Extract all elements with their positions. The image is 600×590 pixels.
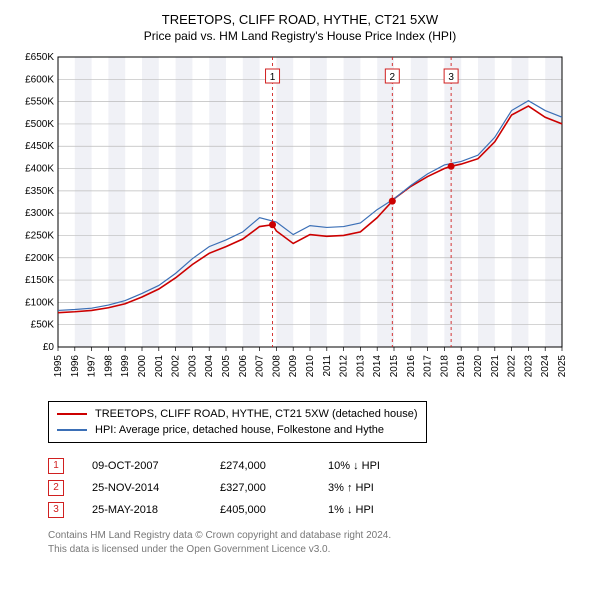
event-price: £327,000 — [220, 477, 300, 499]
svg-text:1997: 1997 — [87, 355, 98, 378]
legend-item-property: TREETOPS, CLIFF ROAD, HYTHE, CT21 5XW (d… — [57, 406, 418, 422]
svg-text:2020: 2020 — [473, 355, 484, 378]
event-row: 1 09-OCT-2007 £274,000 10% ↓ HPI — [48, 455, 588, 477]
svg-text:2025: 2025 — [557, 355, 568, 378]
svg-text:2013: 2013 — [355, 355, 366, 378]
svg-text:£300K: £300K — [25, 208, 54, 219]
event-marker: 1 — [48, 458, 64, 474]
svg-text:1998: 1998 — [103, 355, 114, 378]
event-price: £274,000 — [220, 455, 300, 477]
svg-text:2009: 2009 — [288, 355, 299, 378]
svg-text:2008: 2008 — [271, 355, 282, 378]
legend-label: TREETOPS, CLIFF ROAD, HYTHE, CT21 5XW (d… — [95, 406, 418, 422]
event-date: 09-OCT-2007 — [92, 455, 192, 477]
svg-text:2010: 2010 — [305, 355, 316, 378]
svg-text:3: 3 — [448, 72, 454, 83]
footer-line1: Contains HM Land Registry data © Crown c… — [48, 529, 588, 543]
chart-title: TREETOPS, CLIFF ROAD, HYTHE, CT21 5XW — [12, 12, 588, 27]
legend-item-hpi: HPI: Average price, detached house, Folk… — [57, 422, 418, 438]
legend-swatch — [57, 413, 87, 415]
svg-text:1996: 1996 — [70, 355, 81, 378]
svg-text:£550K: £550K — [25, 97, 54, 108]
svg-text:2003: 2003 — [187, 355, 198, 378]
svg-text:2016: 2016 — [406, 355, 417, 378]
event-delta: 1% ↓ HPI — [328, 499, 374, 521]
svg-text:2002: 2002 — [171, 355, 182, 378]
svg-text:£500K: £500K — [25, 119, 54, 130]
svg-text:1: 1 — [270, 72, 276, 83]
svg-text:£600K: £600K — [25, 74, 54, 85]
svg-text:2000: 2000 — [137, 355, 148, 378]
event-row: 2 25-NOV-2014 £327,000 3% ↑ HPI — [48, 477, 588, 499]
events-table: 1 09-OCT-2007 £274,000 10% ↓ HPI 2 25-NOV-201… — [48, 455, 588, 521]
svg-text:2014: 2014 — [372, 355, 383, 378]
svg-text:2: 2 — [390, 72, 396, 83]
svg-text:£400K: £400K — [25, 164, 54, 175]
svg-text:£150K: £150K — [25, 275, 54, 286]
event-price: £405,000 — [220, 499, 300, 521]
svg-text:£50K: £50K — [31, 320, 55, 331]
svg-text:2001: 2001 — [154, 355, 165, 378]
svg-text:2022: 2022 — [507, 355, 518, 378]
svg-text:2018: 2018 — [439, 355, 450, 378]
svg-text:£350K: £350K — [25, 186, 54, 197]
svg-text:2011: 2011 — [322, 355, 333, 377]
svg-text:2012: 2012 — [339, 355, 350, 378]
svg-text:1995: 1995 — [53, 355, 64, 378]
event-delta: 3% ↑ HPI — [328, 477, 374, 499]
event-row: 3 25-MAY-2018 £405,000 1% ↓ HPI — [48, 499, 588, 521]
svg-text:2017: 2017 — [423, 355, 434, 378]
legend-label: HPI: Average price, detached house, Folk… — [95, 422, 384, 438]
svg-text:2019: 2019 — [456, 355, 467, 378]
svg-text:2004: 2004 — [204, 355, 215, 378]
footer-line2: This data is licensed under the Open Gov… — [48, 543, 588, 557]
svg-text:£200K: £200K — [25, 253, 54, 264]
svg-text:2015: 2015 — [389, 355, 400, 378]
legend: TREETOPS, CLIFF ROAD, HYTHE, CT21 5XW (d… — [48, 401, 427, 443]
svg-text:£250K: £250K — [25, 230, 54, 241]
line-chart: £0 £50K £100K £150K £200K £250K £300K £350K £400… — [12, 51, 572, 391]
footer: Contains HM Land Registry data © Crown c… — [48, 529, 588, 557]
event-marker: 3 — [48, 502, 64, 518]
event-delta: 10% ↓ HPI — [328, 455, 380, 477]
svg-text:£0: £0 — [43, 342, 55, 353]
legend-swatch — [57, 429, 87, 431]
svg-text:£450K: £450K — [25, 141, 54, 152]
svg-text:£100K: £100K — [25, 297, 54, 308]
chart-area: £0 £50K £100K £150K £200K £250K £300K £350K £400… — [12, 51, 588, 391]
svg-text:2007: 2007 — [255, 355, 266, 378]
svg-text:2023: 2023 — [523, 355, 534, 378]
svg-text:2024: 2024 — [540, 355, 551, 378]
svg-text:£650K: £650K — [25, 52, 54, 63]
event-date: 25-NOV-2014 — [92, 477, 192, 499]
svg-text:2021: 2021 — [490, 355, 501, 378]
chart-subtitle: Price paid vs. HM Land Registry's House … — [12, 29, 588, 43]
svg-text:1999: 1999 — [120, 355, 131, 378]
svg-text:2006: 2006 — [238, 355, 249, 378]
event-date: 25-MAY-2018 — [92, 499, 192, 521]
svg-text:2005: 2005 — [221, 355, 232, 378]
event-marker: 2 — [48, 480, 64, 496]
